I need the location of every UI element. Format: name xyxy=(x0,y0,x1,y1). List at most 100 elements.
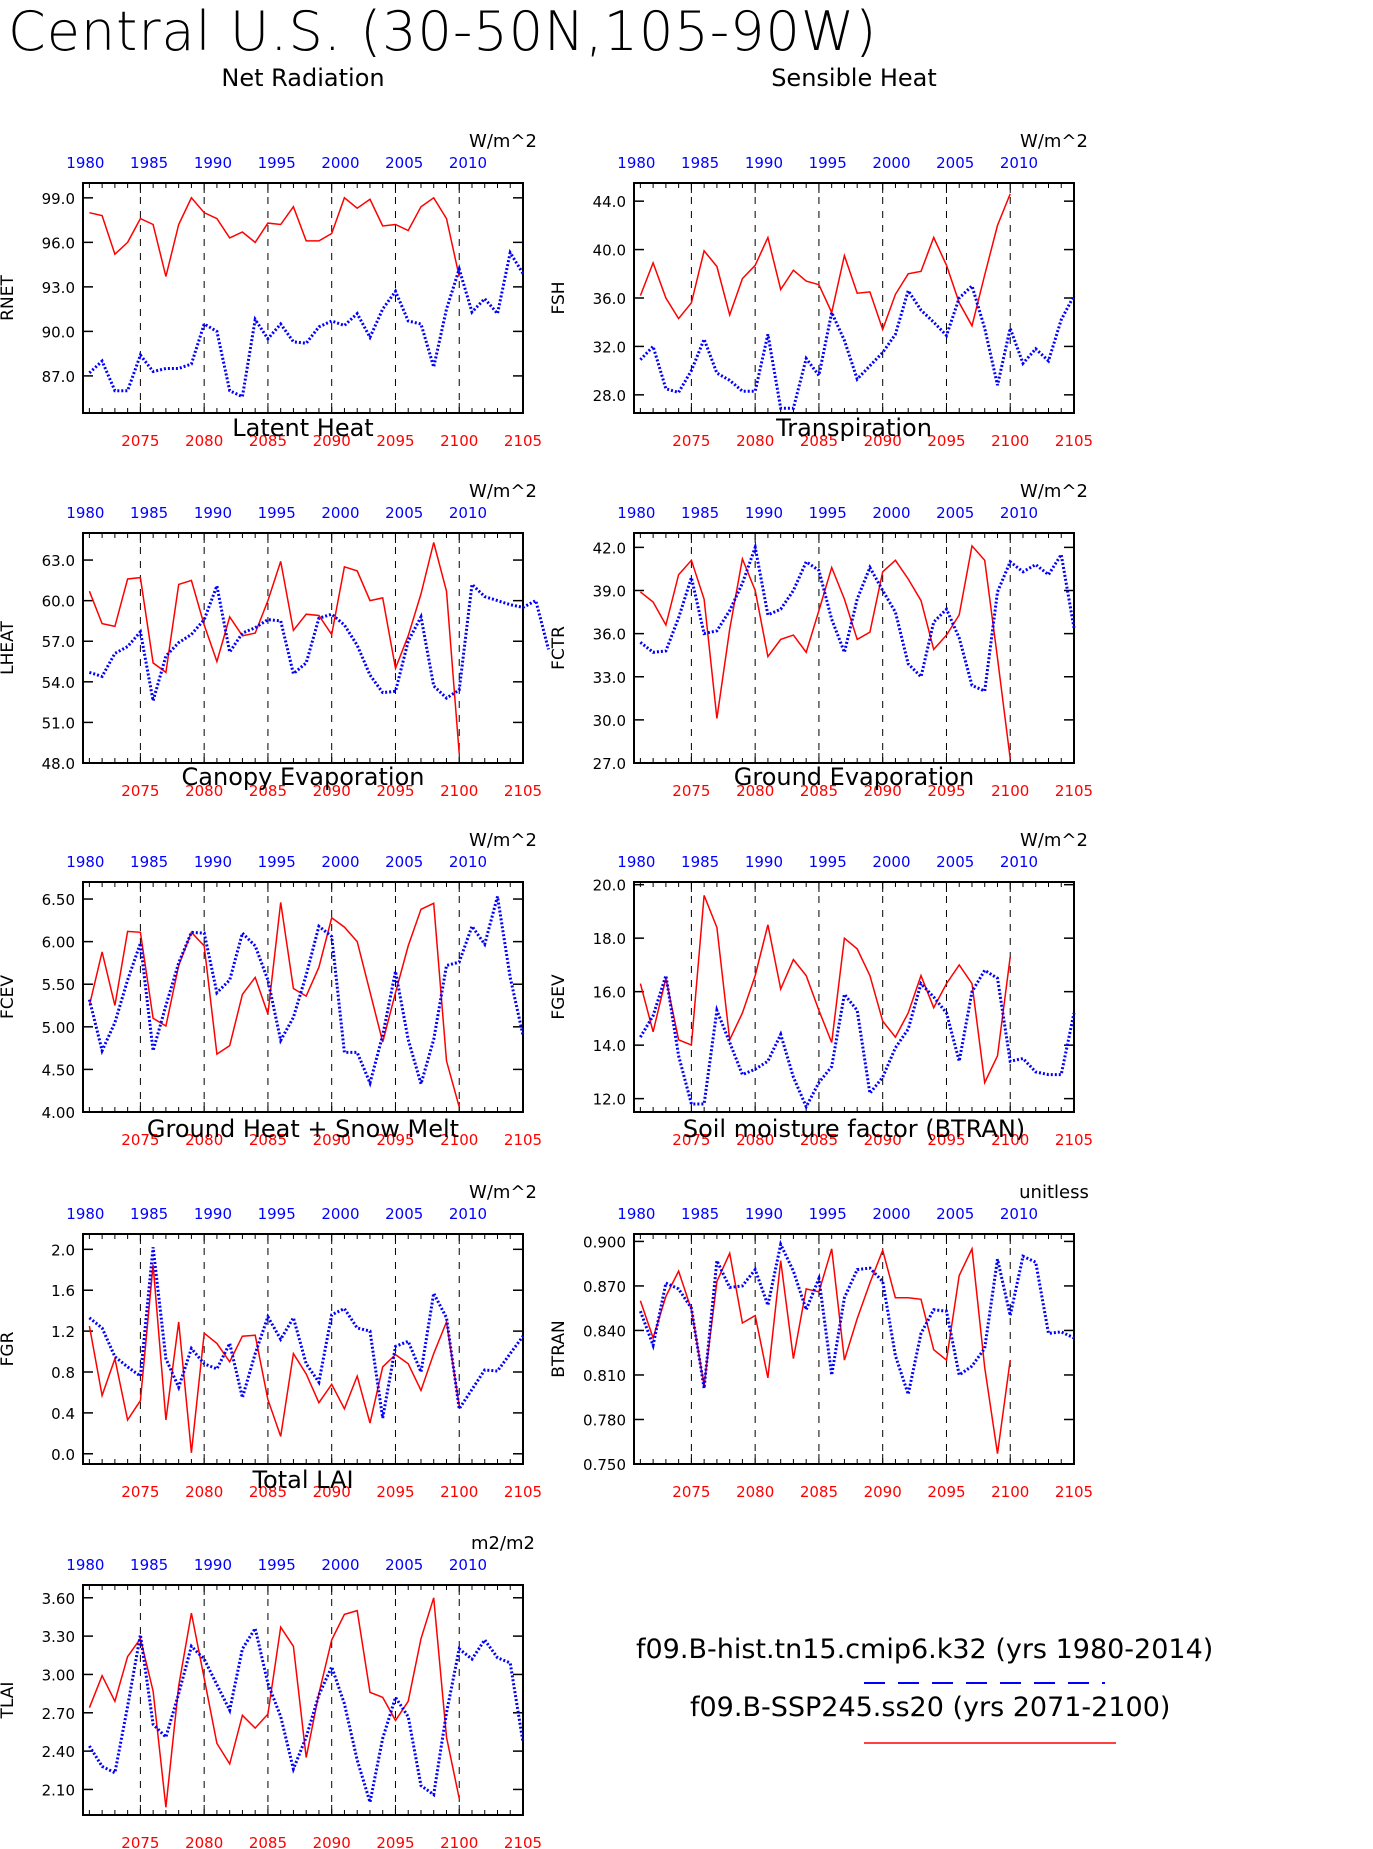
y-tick-label: 0.870 xyxy=(583,1278,626,1296)
top-year-label: 2000 xyxy=(872,853,910,871)
top-year-label: 2000 xyxy=(321,1556,359,1574)
top-year-label: 1990 xyxy=(745,154,783,172)
top-year-label: 2000 xyxy=(321,1205,359,1223)
bottom-year-label: 2105 xyxy=(504,432,542,450)
top-year-label: 2010 xyxy=(449,154,487,172)
ssp-series-line xyxy=(88,1597,460,1808)
y-axis-label: RNET xyxy=(0,275,18,321)
y-axis-label: FGEV xyxy=(549,974,569,1020)
top-year-label: 1985 xyxy=(681,853,719,871)
hist-series-line xyxy=(639,541,1076,694)
bottom-year-label: 2075 xyxy=(672,1483,710,1501)
y-tick-label: 93.0 xyxy=(42,279,75,297)
top-year-label: 1995 xyxy=(809,853,847,871)
plot-frame xyxy=(633,532,1075,764)
y-tick-label: 39.0 xyxy=(593,583,626,601)
y-tick-label: 1.2 xyxy=(51,1323,75,1341)
y-axis-label: FCEV xyxy=(0,975,18,1019)
top-year-label: 2010 xyxy=(1000,853,1038,871)
top-year-label: 1980 xyxy=(66,1205,104,1223)
top-year-label: 1980 xyxy=(66,154,104,172)
plot-frame xyxy=(82,532,524,764)
top-year-label: 2010 xyxy=(1000,154,1038,172)
bottom-year-label: 2075 xyxy=(121,1834,159,1849)
top-year-label: 1990 xyxy=(194,154,232,172)
bottom-year-label: 2085 xyxy=(800,1131,838,1149)
top-year-label: 2005 xyxy=(936,154,974,172)
top-year-label: 1980 xyxy=(617,1205,655,1223)
ssp-series-line xyxy=(88,542,460,754)
bottom-year-label: 2085 xyxy=(800,782,838,800)
top-year-label: 1990 xyxy=(194,1556,232,1574)
bottom-year-label: 2080 xyxy=(736,1131,774,1149)
hist-series-line xyxy=(88,1624,525,1803)
y-tick-label: 90.0 xyxy=(42,323,75,341)
plot-frame xyxy=(633,182,1075,414)
y-tick-label: 28.0 xyxy=(593,387,626,405)
y-tick-label: 42.0 xyxy=(593,539,626,557)
y-tick-label: 48.0 xyxy=(42,755,75,773)
plot-frame xyxy=(82,881,524,1113)
panel-title: Ground Heat + Snow Melt xyxy=(147,1115,459,1143)
y-tick-label: 36.0 xyxy=(593,626,626,644)
panel-units: unitless xyxy=(1019,1182,1089,1203)
y-tick-label: 2.0 xyxy=(51,1241,75,1259)
plot-frame xyxy=(633,1233,1075,1465)
panel-title: Latent Heat xyxy=(232,414,373,442)
y-tick-label: 40.0 xyxy=(593,242,626,260)
bottom-year-label: 2100 xyxy=(440,1483,478,1501)
top-year-label: 1985 xyxy=(681,1205,719,1223)
top-year-label: 2005 xyxy=(936,1205,974,1223)
bottom-year-label: 2100 xyxy=(991,1131,1029,1149)
hist-series-line xyxy=(88,1247,525,1419)
top-year-label: 2010 xyxy=(449,1205,487,1223)
y-tick-label: 0.810 xyxy=(583,1367,626,1385)
y-tick-label: 99.0 xyxy=(42,190,75,208)
bottom-year-label: 2075 xyxy=(121,782,159,800)
bottom-year-label: 2075 xyxy=(121,432,159,450)
top-year-label: 1980 xyxy=(66,1556,104,1574)
y-tick-label: 1.6 xyxy=(51,1282,75,1300)
bottom-year-label: 2085 xyxy=(800,432,838,450)
y-axis-label: LHEAT xyxy=(0,621,18,675)
top-year-label: 1995 xyxy=(258,1556,296,1574)
top-year-label: 2005 xyxy=(385,504,423,522)
top-year-label: 1995 xyxy=(809,154,847,172)
bottom-year-label: 2100 xyxy=(991,782,1029,800)
ssp-series-line xyxy=(88,1264,460,1453)
bottom-year-label: 2095 xyxy=(376,1834,414,1849)
hist-series-line xyxy=(88,580,550,702)
bottom-year-label: 2100 xyxy=(440,1834,478,1849)
top-year-label: 2005 xyxy=(385,853,423,871)
legend-ssp-label: f09.B-SSP245.ss20 (yrs 2071-2100) xyxy=(690,1692,1171,1723)
bottom-year-label: 2095 xyxy=(376,432,414,450)
main-title: Central U.S. (30-50N,105-90W) xyxy=(8,0,878,63)
y-tick-label: 5.50 xyxy=(42,976,75,994)
bottom-year-label: 2100 xyxy=(440,432,478,450)
y-axis-label: BTRAN xyxy=(549,1320,569,1378)
y-tick-label: 54.0 xyxy=(42,674,75,692)
panel-units: W/m^2 xyxy=(1020,131,1088,152)
top-year-label: 2000 xyxy=(321,504,359,522)
y-tick-label: 87.0 xyxy=(42,368,75,386)
bottom-year-label: 2080 xyxy=(185,1131,223,1149)
top-year-label: 2000 xyxy=(872,504,910,522)
top-year-label: 1980 xyxy=(617,853,655,871)
panel-units: m2/m2 xyxy=(471,1533,535,1554)
y-tick-label: 36.0 xyxy=(593,290,626,308)
bottom-year-label: 2090 xyxy=(313,1131,351,1149)
panel-units: W/m^2 xyxy=(1020,481,1088,502)
panel-units: W/m^2 xyxy=(469,131,537,152)
top-year-label: 1990 xyxy=(745,504,783,522)
ssp-series-line xyxy=(639,193,1011,332)
plot-frame xyxy=(82,1233,524,1465)
top-year-label: 2000 xyxy=(321,853,359,871)
top-year-label: 1985 xyxy=(130,1556,168,1574)
bottom-year-label: 2085 xyxy=(249,1834,287,1849)
bottom-year-label: 2090 xyxy=(313,782,351,800)
bottom-year-label: 2105 xyxy=(504,1483,542,1501)
y-tick-label: 0.0 xyxy=(51,1446,75,1464)
bottom-year-label: 2080 xyxy=(185,1483,223,1501)
y-tick-label: 30.0 xyxy=(593,712,626,730)
y-tick-label: 0.900 xyxy=(583,1233,626,1251)
